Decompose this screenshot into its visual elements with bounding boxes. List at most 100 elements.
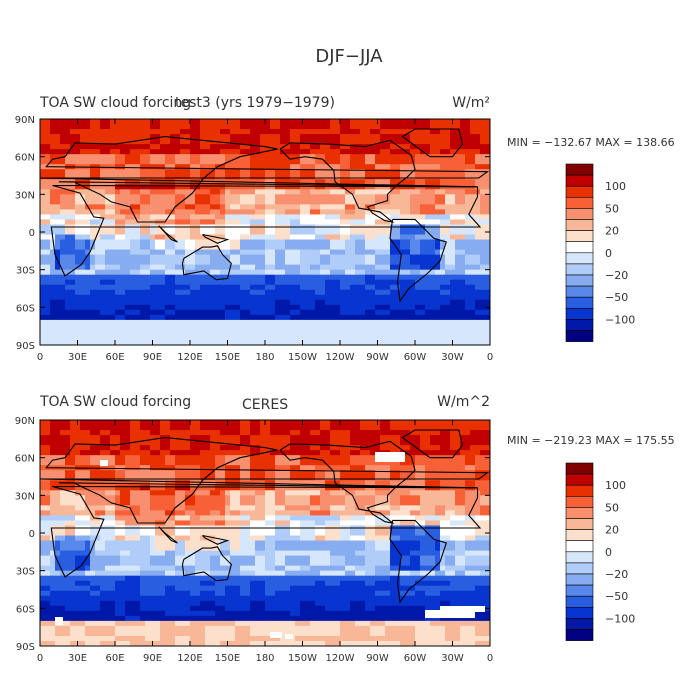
- field-cell: [440, 124, 446, 130]
- field-cell: [110, 284, 116, 291]
- field-cell: [165, 309, 171, 316]
- field-cell: [40, 329, 46, 336]
- field-cell: [415, 164, 421, 170]
- field-cell: [425, 304, 431, 311]
- field-cell: [120, 259, 126, 266]
- field-cell: [165, 420, 171, 426]
- field-cell: [285, 339, 291, 345]
- field-cell: [460, 124, 466, 130]
- field-cell: [305, 204, 311, 210]
- field-cell: [220, 264, 226, 271]
- field-cell: [60, 129, 66, 135]
- field-cell: [320, 289, 326, 296]
- field-cell: [250, 289, 256, 296]
- field-cell: [185, 134, 191, 140]
- field-cell: [395, 425, 401, 431]
- field-cell: [305, 324, 311, 331]
- field-cell: [440, 179, 446, 185]
- field-cell: [45, 174, 51, 180]
- field-cell: [445, 460, 451, 466]
- field-cell: [210, 284, 216, 291]
- field-cell: [415, 154, 421, 160]
- field-cell: [110, 119, 116, 125]
- field-cell: [235, 184, 241, 190]
- field-cell: [480, 425, 486, 431]
- field-cell: [110, 324, 116, 331]
- field-cell: [220, 329, 226, 336]
- field-cell: [320, 319, 326, 326]
- field-cell: [380, 264, 386, 271]
- field-cell: [65, 234, 71, 241]
- field-cell: [480, 455, 486, 461]
- field-cell: [395, 179, 401, 185]
- field-cell: [160, 234, 166, 241]
- field-cell: [105, 314, 111, 321]
- field-cell: [285, 435, 291, 441]
- field-cell: [250, 129, 256, 135]
- field-cell: [465, 209, 471, 216]
- field-cell: [155, 455, 161, 461]
- field-cell: [345, 445, 351, 451]
- field-cell: [255, 129, 261, 135]
- field-cell: [455, 234, 461, 241]
- field-cell: [120, 289, 126, 296]
- field-cell: [170, 289, 176, 296]
- field-cell: [305, 144, 311, 150]
- field-cell: [375, 144, 381, 150]
- field-cell: [145, 339, 151, 345]
- field-cell: [455, 239, 461, 246]
- field-cell: [360, 455, 366, 461]
- field-cell: [160, 164, 166, 170]
- field-cell: [105, 304, 111, 311]
- field-cell: [155, 169, 161, 175]
- field-cell: [480, 339, 486, 345]
- field-cell: [425, 144, 431, 150]
- field-cell: [395, 189, 401, 195]
- field-cell: [265, 425, 271, 431]
- field-cell: [385, 259, 391, 266]
- colorbar-segment: [565, 252, 594, 265]
- field-cell: [245, 229, 251, 236]
- field-cell: [225, 309, 231, 316]
- field-cell: [265, 450, 271, 456]
- field-cell: [200, 264, 206, 271]
- field-cell: [450, 319, 456, 326]
- field-cell: [65, 445, 71, 451]
- field-cell: [165, 199, 171, 205]
- field-cell: [245, 284, 251, 291]
- field-cell: [415, 319, 421, 326]
- field-cell: [150, 334, 156, 341]
- field-cell: [225, 324, 231, 331]
- field-cell: [270, 279, 276, 286]
- field-cell: [125, 129, 131, 135]
- field-cell: [175, 309, 181, 316]
- field-cell: [160, 249, 166, 256]
- field-cell: [395, 154, 401, 160]
- field-cell: [70, 169, 76, 175]
- field-cell: [205, 259, 211, 266]
- field-cell: [340, 334, 346, 341]
- field-cell: [55, 124, 61, 130]
- field-cell: [365, 289, 371, 296]
- field-cell: [265, 214, 271, 221]
- field-cell: [230, 455, 236, 461]
- field-cell: [105, 279, 111, 286]
- field-cell: [60, 189, 66, 195]
- field-cell: [340, 199, 346, 205]
- field-cell: [215, 199, 221, 205]
- field-cell: [135, 169, 141, 175]
- field-cell: [460, 435, 466, 441]
- field-cell: [155, 254, 161, 261]
- field-cell: [140, 319, 146, 326]
- field-cell: [375, 199, 381, 205]
- field-cell: [55, 440, 61, 446]
- field-cell: [170, 304, 176, 311]
- field-cell: [465, 129, 471, 135]
- field-cell: [295, 329, 301, 336]
- field-cell: [180, 334, 186, 341]
- field-cell: [100, 420, 106, 426]
- field-cell: [370, 169, 376, 175]
- field-cell: [180, 269, 186, 276]
- field-cell: [100, 274, 106, 281]
- field-cell: [225, 269, 231, 276]
